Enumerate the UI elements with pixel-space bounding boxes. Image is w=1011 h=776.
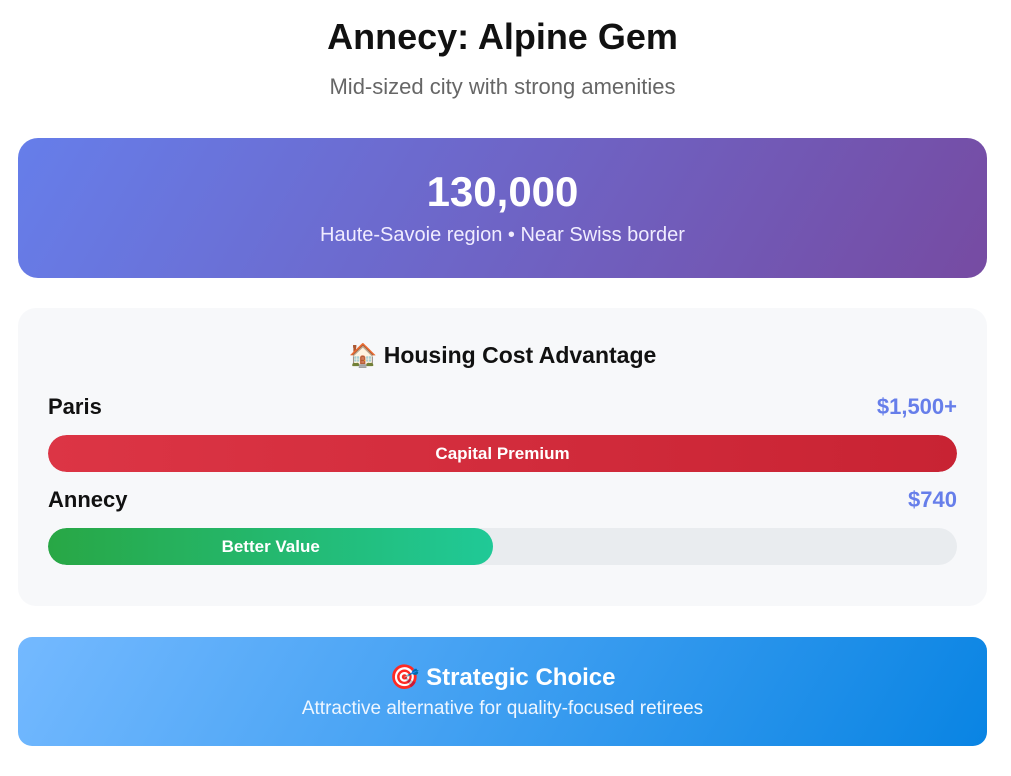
paris-bar-track: Capital Premium [48, 435, 957, 472]
strategy-title-text: Strategic Choice [426, 664, 616, 691]
housing-title-text: Housing Cost Advantage [383, 342, 657, 368]
population-banner: 130,000 Haute-Savoie region • Near Swiss… [18, 138, 987, 278]
housing-cost-card: 🏠 Housing Cost Advantage Paris $1,500+ C… [18, 308, 987, 606]
region-description: Haute-Savoie region • Near Swiss border [320, 224, 685, 246]
house-icon: 🏠 [348, 342, 378, 368]
strategy-text: Attractive alternative for quality-focus… [301, 698, 704, 719]
city-label: Paris [48, 394, 102, 419]
paris-bar: Capital Premium [48, 435, 957, 472]
housing-title: 🏠 Housing Cost Advantage [18, 342, 987, 369]
page-subtitle: Mid-sized city with strong amenities [329, 74, 676, 99]
annecy-bar: Better Value [48, 528, 494, 565]
strategic-choice-banner: 🎯 Strategic Choice Attractive alternativ… [18, 637, 987, 746]
annecy-bar-track: Better Value [48, 528, 957, 565]
page-title: Annecy: Alpine Gem [327, 16, 678, 57]
cost-value: $1,500+ [876, 394, 957, 419]
population-value: 130,000 [426, 168, 579, 215]
target-icon: 🎯 [389, 664, 420, 691]
strategy-title: 🎯 Strategic Choice [18, 663, 987, 692]
cost-value: $740 [908, 487, 957, 512]
city-label: Annecy [48, 487, 128, 512]
